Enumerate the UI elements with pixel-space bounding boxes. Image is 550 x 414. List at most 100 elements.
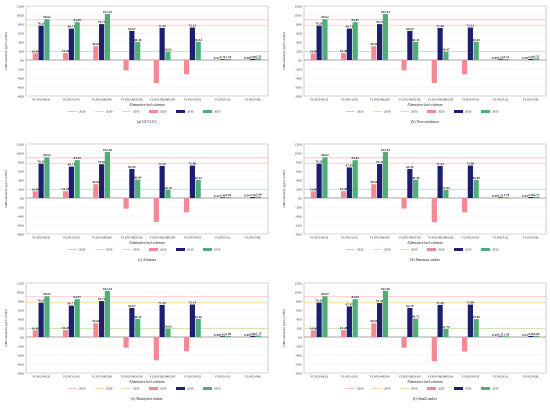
bar-2030 [38, 25, 44, 61]
bar-2020 [340, 53, 347, 60]
x-tick-label: VLSFO-BIOLNG [399, 98, 422, 102]
bar-2050 [74, 299, 80, 337]
y-tick-label: 100.0 [295, 290, 303, 294]
bar-2030 [498, 336, 504, 337]
data-label: 84.07 [351, 18, 359, 22]
data-label: 76.26 [37, 299, 45, 303]
data-label: 14.90 [32, 326, 40, 330]
y-tick-label: 120.0 [17, 142, 25, 146]
legend-label: 2030 [465, 248, 472, 252]
bar-2020 [431, 337, 437, 362]
bar-2050 [352, 160, 358, 198]
bar-2020 [183, 198, 190, 213]
y-tick-label: 0.0 [20, 335, 24, 339]
legend-label: 2050 [214, 110, 221, 114]
bar-2030 [498, 59, 504, 60]
legend-label: 2030 [384, 387, 391, 391]
y-axis-label: GHG intensity (gCO₂e/MJ) [282, 170, 286, 207]
y-tick-label: 0.0 [298, 196, 302, 200]
y-tick-label: 100.0 [295, 13, 303, 17]
legend-label: 2020 [357, 248, 364, 252]
legend-swatch [427, 110, 436, 113]
bar-2030 [407, 307, 413, 337]
y-tick-label: -80.0 [295, 232, 302, 236]
y-tick-label: -80.0 [17, 232, 24, 236]
y-tick-label: 60.0 [296, 308, 302, 312]
y-tick-label: -60.0 [295, 223, 302, 227]
bar-2050 [44, 19, 50, 60]
x-tick-label: VLSFO-LNG [341, 98, 359, 102]
legend-swatch [481, 110, 490, 113]
bar-2030 [377, 164, 383, 198]
bar-2030 [99, 24, 105, 60]
legend-label: 2030 [465, 387, 472, 391]
y-tick-label: 120.0 [295, 4, 303, 8]
bar-2020 [461, 337, 468, 352]
y-tick-label: 20.0 [296, 326, 302, 330]
y-tick-label: 60.0 [18, 169, 24, 173]
data-label: 40.72 [412, 315, 420, 319]
bar-2020 [93, 184, 99, 198]
data-label: 30.66 [370, 319, 378, 323]
bar-2030 [437, 165, 443, 198]
bar-2030 [346, 28, 352, 60]
x-tick-label: VLSFO-LNG [341, 375, 359, 379]
data-label: 14.90 [310, 326, 318, 330]
data-label: 64.55 [406, 165, 414, 169]
y-tick-label: 0.0 [298, 335, 302, 339]
y-tick-label: 100.0 [295, 151, 303, 155]
legend-label: 2030 [106, 248, 113, 252]
data-label: 0.49 [244, 333, 250, 337]
legend-swatch [149, 110, 158, 113]
chart-caption: (e) Handysize tanker [131, 397, 163, 401]
x-tick-label: VLSFO-NH₃ [245, 98, 261, 102]
y-tick-label: 40.0 [296, 317, 302, 321]
y-tick-label: -20.0 [295, 205, 302, 209]
data-label: 69.71 [68, 163, 76, 167]
y-tick-label: -80.0 [295, 94, 302, 98]
data-label: 1.71 [220, 55, 226, 59]
chart-panel-1: -80.0 -60.0 -40.0 -20.0 0.0 20.0 40.0 60.0 80.0 1… [4, 4, 269, 124]
legend-swatch [176, 248, 185, 251]
bar-2050 [195, 179, 201, 198]
legend-label: 2050 [133, 387, 140, 391]
bar-2030 [467, 27, 473, 60]
data-label: 75.39 [376, 160, 384, 164]
bar-2030 [189, 304, 195, 337]
data-label: 90.62 [43, 15, 51, 19]
x-tick-label: VLSFO-HVO [462, 98, 480, 102]
bar-2050 [135, 318, 141, 337]
y-tick-label: 80.0 [18, 22, 24, 26]
x-tick-label: VLSFO-LNG [63, 236, 81, 240]
legend-swatch [176, 110, 185, 113]
legend-label: 2030 [384, 110, 391, 114]
data-label: 40.84 [134, 176, 142, 180]
y-tick-label: -60.0 [17, 85, 24, 89]
x-axis-label: Alternative fuel schemes [407, 241, 443, 245]
legend-label: 2030 [106, 387, 113, 391]
bar-2050 [534, 196, 540, 198]
data-label: 0.47 [214, 194, 220, 198]
data-label: 90.62 [321, 15, 329, 19]
data-label: 2.90 [256, 193, 262, 197]
y-tick-label: 40.0 [18, 317, 24, 321]
bar-2030 [129, 30, 135, 60]
x-tick-label: VLSFO-HVO [184, 98, 202, 102]
x-axis-label: Alternative fuel schemes [129, 241, 165, 245]
x-tick-label: VLSFO-BIOLNG [121, 236, 144, 240]
y-tick-label: 20.0 [18, 187, 24, 191]
y-tick-label: 80.0 [296, 299, 302, 303]
data-label: 84.05 [73, 156, 81, 160]
data-label: 71.35 [158, 301, 166, 305]
data-label: 15.28 [62, 49, 70, 53]
y-tick-label: 40.0 [18, 178, 24, 182]
x-tick-label: VLSFO-BIOMEOH [149, 98, 175, 102]
data-label: 18.47 [442, 48, 450, 52]
bar-2050 [225, 336, 232, 337]
chart-panel-4: -80.0 -60.0 -40.0 -20.0 0.0 20.0 40.0 60.0 80.0 1… [282, 142, 547, 262]
bar-2030 [377, 24, 383, 60]
legend-swatch [427, 248, 436, 251]
data-label: 1.21 [498, 332, 504, 336]
x-tick-label: VLSFO-LH₂ [493, 98, 509, 102]
data-label: 72.09 [467, 301, 475, 305]
